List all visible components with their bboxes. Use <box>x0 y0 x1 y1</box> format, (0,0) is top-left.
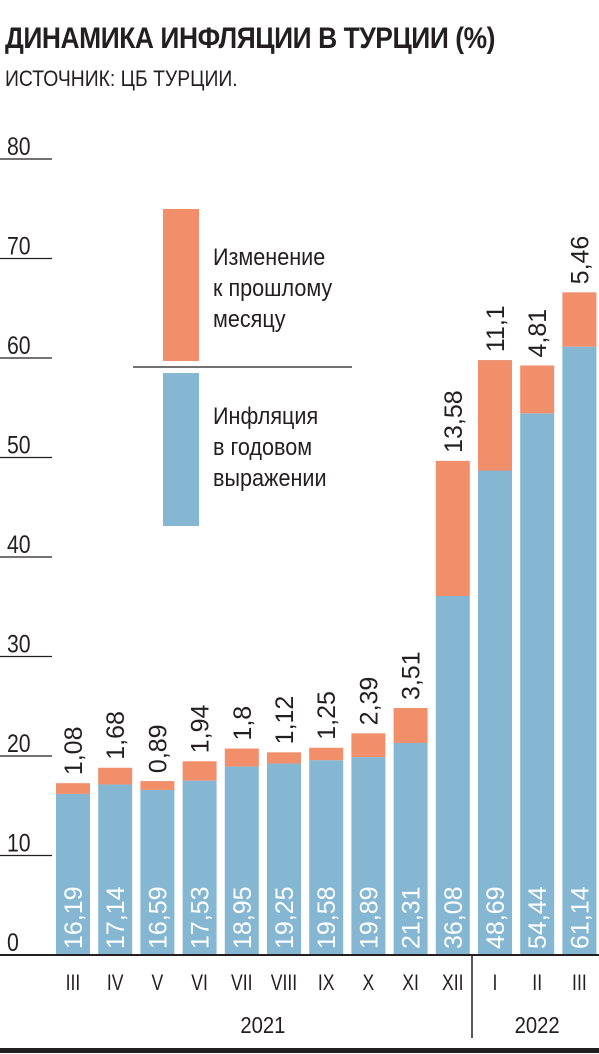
bar-annual-label: 17,14 <box>102 886 130 949</box>
y-tick-label: 40 <box>7 530 31 558</box>
bar-annual <box>562 346 597 956</box>
bar-monthly <box>562 292 597 347</box>
bar-annual <box>140 789 175 955</box>
bar-monthly <box>309 747 344 761</box>
x-tick-label: X <box>363 971 375 995</box>
x-tick-label: VII <box>231 971 253 995</box>
y-tick-label: 80 <box>7 132 31 160</box>
bar-monthly <box>393 708 428 743</box>
bar-monthly-label: 2,39 <box>355 677 383 726</box>
bar-monthly <box>182 761 217 781</box>
x-tick-label: VI <box>191 971 208 995</box>
bar-monthly-label: 1,08 <box>60 726 88 775</box>
bar-annual <box>309 760 344 955</box>
bar-monthly-label: 1,94 <box>187 705 215 754</box>
bar-monthly-label: 0,89 <box>144 724 172 773</box>
chart-subtitle: ИСТОЧНИК: ЦБ ТУРЦИИ. <box>5 66 238 91</box>
bar-monthly-label: 5,46 <box>566 236 594 285</box>
bar-monthly <box>351 733 386 758</box>
bar-annual-label: 18,95 <box>229 886 257 949</box>
chart-title: ДИНАМИКА ИНФЛЯЦИИ В ТУРЦИИ (%) <box>5 22 496 55</box>
bar-monthly-label: 4,81 <box>524 309 552 358</box>
y-tick-label: 70 <box>7 232 31 260</box>
bar-annual-label: 16,59 <box>144 886 172 949</box>
bar-monthly <box>98 767 133 785</box>
bar-monthly-label: 1,25 <box>313 691 341 740</box>
bar-monthly <box>224 748 259 767</box>
legend-label-monthly: Изменение <box>213 243 325 270</box>
bar-annual <box>478 470 512 955</box>
bar-annual <box>520 413 555 955</box>
legend-swatch-monthly <box>163 209 199 361</box>
bar-annual <box>351 757 386 955</box>
bar-annual-label: 17,53 <box>187 886 215 949</box>
x-tick-label: IV <box>107 971 124 995</box>
x-tick-label: II <box>532 971 542 995</box>
bar-monthly <box>56 783 90 794</box>
y-tick-label: 60 <box>7 331 31 359</box>
x-tick-label: XII <box>442 971 464 995</box>
bar-annual-label: 54,44 <box>524 886 552 949</box>
legend-label-annual: выражении <box>213 464 327 491</box>
legend-swatch-annual <box>163 373 199 526</box>
year-label: 2021 <box>240 1012 285 1039</box>
bar-annual <box>435 596 470 955</box>
bar-annual <box>224 766 259 955</box>
bar-annual-label: 19,58 <box>313 886 341 949</box>
x-tick-label: I <box>493 971 498 995</box>
bar-monthly <box>435 460 470 597</box>
x-tick-label: V <box>152 971 164 995</box>
bar-monthly-label: 3,51 <box>398 651 426 700</box>
legend-label-monthly: месяцу <box>213 305 286 332</box>
bar-monthly <box>478 360 512 471</box>
bar-monthly-label: 13,58 <box>440 390 468 453</box>
legend-label-monthly: к прошлому <box>213 274 333 301</box>
y-tick-label: 30 <box>7 630 31 658</box>
bar-annual-label: 21,31 <box>398 886 426 949</box>
year-label: 2022 <box>515 1012 560 1039</box>
bar-annual-label: 48,69 <box>482 886 510 949</box>
bar-annual <box>182 780 217 955</box>
bar-annual <box>98 784 133 955</box>
y-tick-label: 0 <box>7 928 19 956</box>
x-tick-label: III <box>572 971 587 995</box>
bar-annual-label: 19,89 <box>355 886 383 949</box>
bar-monthly <box>520 365 555 414</box>
y-tick-label: 50 <box>7 431 31 459</box>
bar-monthly <box>267 752 301 764</box>
bar-annual-label: 16,19 <box>60 886 88 949</box>
bar-monthly-label: 1,12 <box>271 696 299 745</box>
bar-annual-label: 19,25 <box>271 886 299 949</box>
bar-monthly-label: 1,68 <box>102 711 130 760</box>
x-tick-label: XI <box>402 971 419 995</box>
bar-annual <box>393 742 428 955</box>
x-tick-label: III <box>66 971 81 995</box>
bar-monthly-label: 1,8 <box>229 706 257 741</box>
bottom-rule <box>0 1048 599 1053</box>
bar-annual-label: 36,08 <box>440 886 468 949</box>
x-tick-label: IX <box>318 971 335 995</box>
bar-annual-label: 61,14 <box>566 886 594 949</box>
bar-monthly <box>140 781 175 790</box>
bar-annual <box>267 763 301 955</box>
y-tick-label: 20 <box>7 729 31 757</box>
y-tick-label: 10 <box>7 829 31 857</box>
legend-label-annual: Инфляция <box>213 402 318 429</box>
x-tick-label: VIII <box>271 971 297 995</box>
legend-label-annual: в годовом <box>213 433 312 460</box>
bar-monthly-label: 11,1 <box>482 305 510 352</box>
bar-annual <box>56 793 90 955</box>
